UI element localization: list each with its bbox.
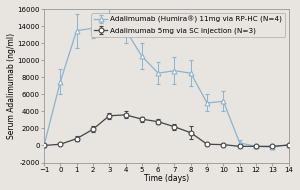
Legend: Adalimumab (Humira®) 11mg via RP-HC (N=4), Adalimumab 5mg via SC injection (N=3): Adalimumab (Humira®) 11mg via RP-HC (N=4… (92, 13, 285, 37)
X-axis label: Time (days): Time (days) (144, 174, 189, 183)
Y-axis label: Serum Adalimumab (ng/ml): Serum Adalimumab (ng/ml) (7, 33, 16, 139)
